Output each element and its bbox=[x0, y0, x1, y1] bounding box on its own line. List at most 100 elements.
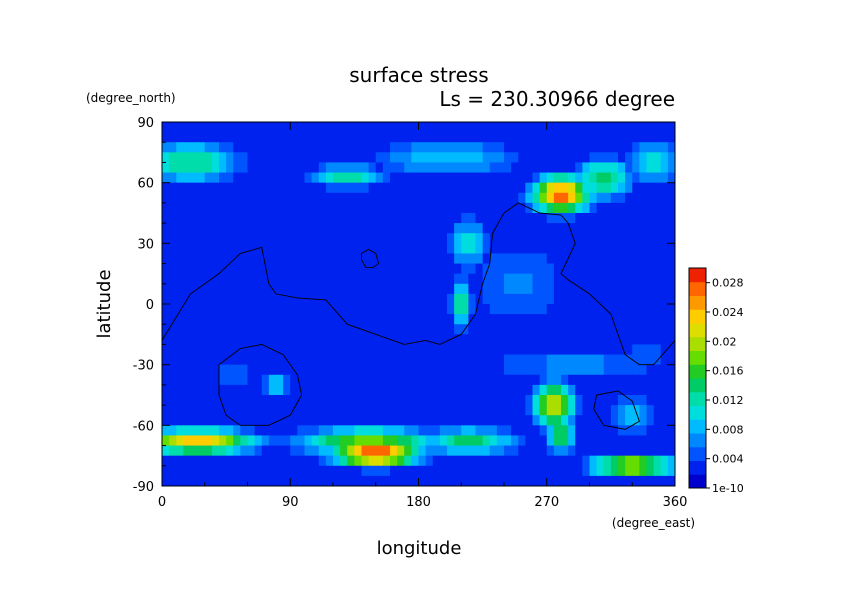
heat-cell bbox=[653, 475, 662, 486]
heat-cell bbox=[297, 162, 306, 174]
heat-cell bbox=[511, 455, 519, 467]
heat-cell bbox=[639, 354, 648, 366]
heat-cell bbox=[568, 172, 576, 184]
heat-cell bbox=[618, 223, 626, 234]
heat-cell bbox=[176, 344, 184, 356]
heat-cell bbox=[632, 465, 640, 477]
heat-cell bbox=[276, 283, 284, 295]
heat-cell bbox=[482, 223, 491, 234]
heat-cell bbox=[582, 435, 591, 447]
heat-cell bbox=[169, 475, 177, 486]
heat-cell bbox=[276, 445, 284, 457]
heat-cell bbox=[204, 172, 213, 184]
heat-cell bbox=[404, 273, 412, 285]
heat-cell bbox=[482, 445, 491, 457]
heat-cell bbox=[603, 425, 612, 437]
heat-cell bbox=[425, 334, 434, 346]
heat-cell bbox=[176, 152, 184, 164]
heat-cell bbox=[162, 273, 170, 285]
heat-cell bbox=[382, 465, 391, 477]
heat-cell bbox=[475, 202, 484, 214]
heat-cell bbox=[318, 384, 327, 396]
heat-cell bbox=[639, 202, 648, 214]
heat-cell bbox=[183, 223, 192, 234]
heat-cell bbox=[646, 213, 655, 224]
heat-cell bbox=[226, 132, 234, 143]
heat-cell bbox=[546, 314, 555, 325]
heat-cell bbox=[311, 384, 320, 396]
heat-cell bbox=[454, 122, 462, 133]
heat-cell bbox=[190, 182, 199, 194]
heat-cell bbox=[589, 344, 598, 356]
heat-cell bbox=[340, 395, 348, 406]
heat-cell bbox=[653, 384, 662, 396]
heat-cell bbox=[211, 324, 220, 335]
heat-cell bbox=[447, 435, 455, 447]
heat-cell bbox=[575, 364, 583, 376]
heat-cell bbox=[169, 122, 177, 133]
heat-cell bbox=[176, 415, 184, 426]
heat-cell bbox=[439, 283, 448, 295]
heat-cell bbox=[667, 223, 675, 234]
heat-cell bbox=[261, 314, 270, 325]
heat-cell bbox=[354, 162, 363, 174]
heat-cell bbox=[539, 283, 548, 295]
heat-cell bbox=[304, 314, 313, 325]
heat-cell bbox=[190, 364, 199, 376]
heat-cell bbox=[233, 233, 241, 244]
heat-cell bbox=[575, 384, 583, 396]
heat-cell bbox=[432, 293, 441, 305]
heat-cell bbox=[361, 253, 370, 265]
heat-cell bbox=[197, 364, 206, 376]
heat-cell bbox=[525, 233, 534, 244]
heat-cell bbox=[667, 202, 675, 214]
heat-cell bbox=[625, 233, 633, 244]
heat-cell bbox=[304, 364, 313, 376]
y-tick-label: 90 bbox=[137, 116, 154, 131]
heat-cell bbox=[219, 374, 227, 386]
heat-cell bbox=[268, 142, 277, 153]
heat-cell bbox=[361, 132, 370, 143]
heat-cell bbox=[190, 233, 199, 244]
heat-cell bbox=[610, 142, 619, 153]
heat-cell bbox=[553, 354, 562, 366]
heat-cell bbox=[596, 152, 605, 164]
heat-cell bbox=[354, 132, 363, 143]
heat-cell bbox=[176, 455, 184, 467]
heat-cell bbox=[219, 425, 227, 437]
heat-cell bbox=[233, 395, 241, 406]
heat-cell bbox=[532, 233, 541, 244]
heat-cell bbox=[254, 223, 263, 234]
heat-cell bbox=[404, 233, 412, 244]
heat-cell bbox=[333, 475, 341, 486]
heat-cell bbox=[475, 273, 484, 285]
heat-cell bbox=[518, 314, 526, 325]
heat-cell bbox=[283, 374, 291, 386]
heat-cell bbox=[432, 465, 441, 477]
heat-cell bbox=[333, 425, 341, 437]
colorbar-segment bbox=[689, 323, 706, 338]
heat-cell bbox=[190, 253, 199, 265]
heat-cell bbox=[525, 475, 534, 486]
heat-cell bbox=[468, 152, 477, 164]
heat-cell bbox=[582, 324, 591, 335]
x-tick-label: 0 bbox=[158, 495, 166, 510]
heat-cell bbox=[325, 405, 334, 416]
heat-cell bbox=[539, 344, 548, 356]
heat-cell bbox=[190, 172, 199, 184]
heat-cell bbox=[297, 364, 306, 376]
heat-cell bbox=[333, 354, 341, 366]
heat-cell bbox=[632, 192, 640, 204]
heat-cell bbox=[276, 395, 284, 406]
heat-cell bbox=[254, 374, 263, 386]
heat-cell bbox=[532, 152, 541, 164]
heat-cell bbox=[304, 334, 313, 346]
heat-cell bbox=[211, 283, 220, 295]
heat-cell bbox=[204, 344, 213, 356]
heat-cell bbox=[197, 162, 206, 174]
heat-cell bbox=[268, 384, 277, 396]
heat-cell bbox=[333, 172, 341, 184]
heat-cell bbox=[325, 384, 334, 396]
heat-cell bbox=[582, 395, 591, 406]
heat-cell bbox=[247, 253, 256, 265]
